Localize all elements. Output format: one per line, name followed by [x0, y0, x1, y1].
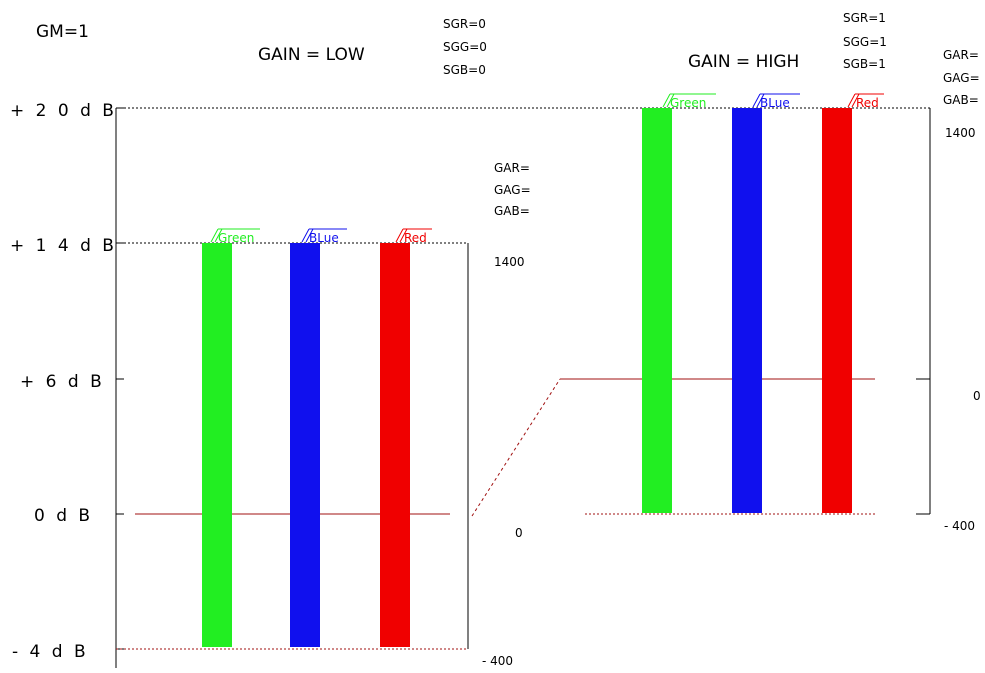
low-scale-top: 1400	[494, 255, 525, 269]
low-gag: GAG=	[494, 183, 531, 197]
low-sgb: SGB=0	[443, 63, 486, 77]
high-label-green-mark	[662, 93, 716, 108]
db-label-0: 0 d B	[34, 506, 93, 526]
low-gab: GAB=	[494, 204, 530, 218]
gain-low-title: GAIN = LOW	[258, 45, 365, 65]
high-bar-labels: Green BLue Red	[662, 93, 884, 110]
db-label-plus20: + 2 0 d B	[10, 101, 117, 121]
high-bar-blue	[732, 108, 762, 513]
low-sgr: SGR=0	[443, 17, 486, 31]
high-sgr: SGR=1	[843, 11, 886, 25]
db-label-plus14: + 1 4 d B	[10, 236, 117, 256]
high-bar-red	[822, 108, 852, 513]
low-bar-green	[202, 243, 232, 647]
low-label-blue-mark	[301, 228, 347, 243]
high-label-blue: BLue	[760, 96, 790, 110]
db-label-minus4: - 4 d B	[12, 642, 89, 662]
gm-label: GM=1	[36, 22, 89, 42]
high-label-red: Red	[856, 96, 879, 110]
low-label-green-mark	[210, 228, 260, 243]
high-panel-frame	[916, 107, 931, 515]
high-sgg: SGG=1	[843, 35, 887, 49]
high-bar-green	[642, 108, 672, 513]
high-label-red-mark	[847, 93, 884, 108]
high-gab: GAB=	[943, 93, 979, 107]
high-gag: GAG=	[943, 71, 980, 85]
low-label-green: Green	[218, 231, 254, 245]
gain-high-title: GAIN = HIGH	[688, 52, 799, 72]
high-scale-zero: 0	[973, 389, 981, 403]
low-gar: GAR=	[494, 161, 530, 175]
low-bar-red	[380, 243, 410, 647]
low-label-red: Red	[404, 231, 427, 245]
left-axis-ticks	[116, 107, 124, 650]
transition-line	[471, 378, 561, 517]
low-scale-bottom: - 400	[482, 654, 513, 668]
db-label-plus6: + 6 d B	[20, 372, 105, 392]
low-sgg: SGG=0	[443, 40, 487, 54]
high-scale-top: 1400	[945, 126, 976, 140]
high-scale-bottom: - 400	[944, 519, 975, 533]
high-label-blue-mark	[752, 93, 800, 108]
high-sgb: SGB=1	[843, 57, 886, 71]
high-label-green: Green	[670, 96, 706, 110]
high-gar: GAR=	[943, 48, 979, 62]
low-bar-labels: Green BLue Red	[210, 228, 432, 245]
low-bar-blue	[290, 243, 320, 647]
low-scale-zero: 0	[515, 526, 523, 540]
low-label-red-mark	[395, 228, 432, 243]
low-label-blue: BLue	[309, 231, 339, 245]
